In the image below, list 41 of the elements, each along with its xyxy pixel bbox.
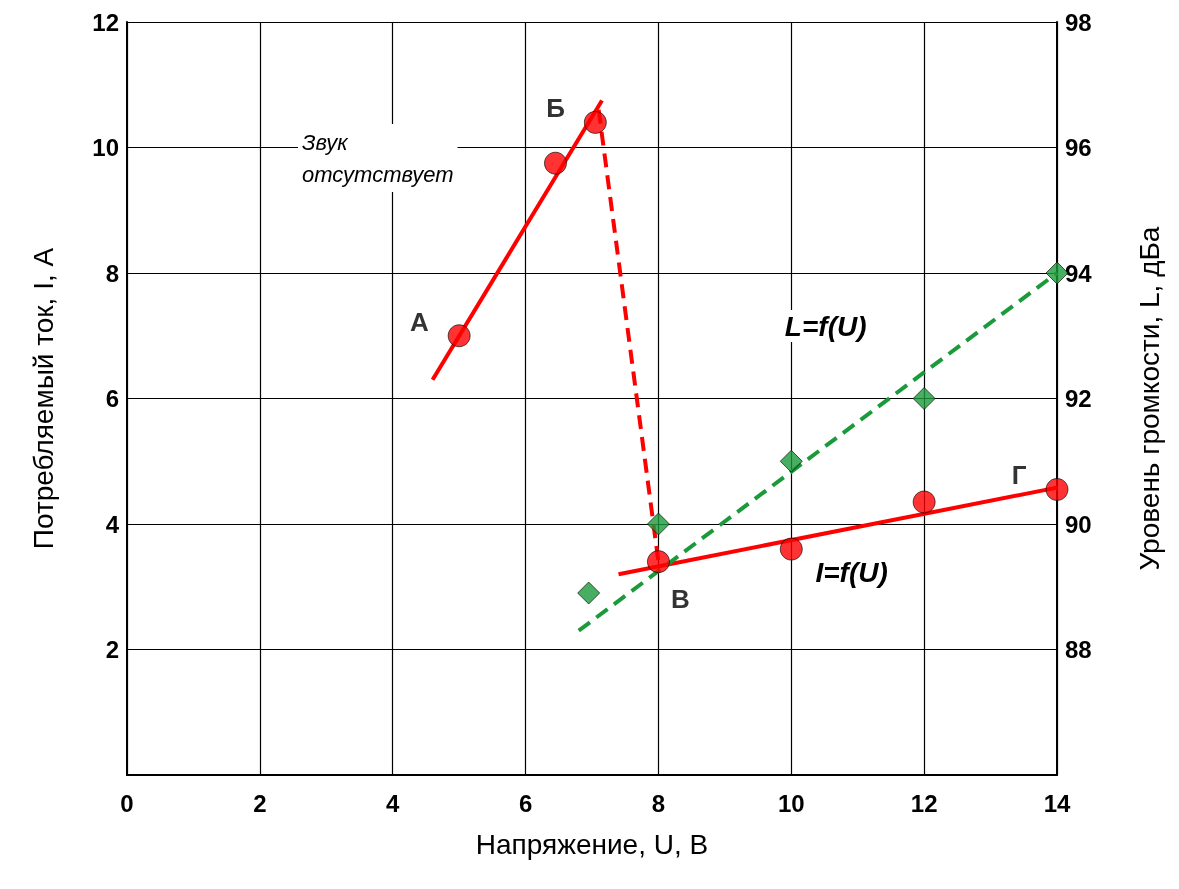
y-axis-title: Потребляемый ток, I, А: [27, 247, 59, 550]
y2-tick-label: 94: [1065, 259, 1093, 287]
data-label: Г: [1011, 460, 1027, 491]
x-tick-label: 6: [518, 789, 533, 817]
x-axis-title: Напряжение, U, В: [475, 828, 709, 860]
y-tick-label: 10: [92, 134, 119, 161]
x-tick-label: 0: [120, 789, 134, 817]
data-label: В: [671, 584, 690, 615]
x-tick-label: 10: [777, 789, 805, 817]
point: [544, 151, 567, 175]
series-label: I=f(U): [815, 556, 888, 588]
x-tick-label: 14: [1043, 789, 1071, 817]
y-tick-label: 2: [105, 636, 119, 663]
annotation: Звук отсутствует: [302, 129, 454, 187]
point: [1045, 478, 1069, 501]
point: [647, 512, 670, 536]
y2-tick-label: 98: [1065, 8, 1092, 36]
point: [647, 550, 670, 574]
y2-tick-label: 88: [1065, 636, 1092, 663]
point: [779, 537, 803, 561]
y2-tick-label: 92: [1065, 385, 1092, 412]
y2-tick-label: 90: [1065, 510, 1092, 538]
point: [912, 490, 936, 514]
x-tick-label: 4: [386, 789, 401, 817]
y2-axis-title: Уровень громкости, L, дБа: [1133, 226, 1165, 571]
y-tick-label: 12: [92, 8, 119, 36]
point: [779, 449, 803, 473]
x-tick-label: 2: [253, 789, 267, 817]
x-tick-label: 8: [651, 789, 666, 817]
point: [447, 324, 471, 348]
point: [577, 581, 601, 605]
x-tick-label: 12: [910, 789, 938, 817]
y-tick-label: 4: [105, 510, 120, 538]
y2-tick-label: 96: [1065, 134, 1092, 161]
text: L=f(U): [784, 310, 867, 342]
point: [583, 111, 607, 134]
point: [912, 387, 936, 410]
y-tick-label: 8: [105, 259, 119, 287]
data-label: А: [409, 306, 429, 337]
data-label: Б: [546, 93, 565, 124]
y-tick-label: 6: [105, 385, 119, 412]
